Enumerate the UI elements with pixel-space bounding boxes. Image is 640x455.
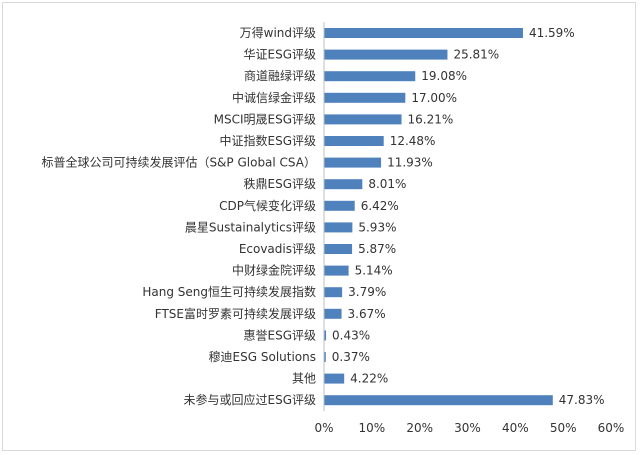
bar — [324, 136, 384, 146]
value-label: 5.93% — [358, 220, 396, 234]
category-label: 中证指数ESG评级 — [220, 133, 317, 148]
bars-group — [324, 28, 553, 406]
value-label: 5.87% — [358, 242, 396, 256]
category-label: 惠誉ESG评级 — [244, 328, 317, 342]
bar — [324, 244, 353, 254]
category-label: Hang Seng恒生可持续发展指数 — [142, 284, 316, 299]
value-label: 5.14% — [355, 264, 393, 278]
value-label: 47.83% — [559, 393, 605, 407]
category-label: FTSE富时罗素可持续发展评级 — [155, 306, 316, 321]
bar — [324, 200, 355, 211]
x-tick-label: 30% — [454, 421, 481, 435]
value-label: 4.22% — [350, 372, 388, 386]
bar — [324, 92, 406, 103]
category-label: 其他 — [292, 372, 316, 386]
x-tick-label: 50% — [550, 421, 577, 435]
value-label: 16.21% — [408, 112, 454, 126]
bar — [324, 49, 448, 60]
bar — [324, 395, 553, 406]
bar — [324, 222, 353, 233]
value-label: 11.93% — [387, 156, 433, 170]
value-label: 12.48% — [390, 134, 436, 148]
category-label: 穆迪ESG Solutions — [209, 349, 316, 364]
x-tick-label: 0% — [314, 421, 333, 435]
category-label: 晨星Sustainalytics评级 — [185, 220, 316, 234]
category-label: 华证ESG评级 — [244, 48, 317, 62]
value-labels-group: 41.59% 25.81% 19.08% 17.00% 16.21% 12.48% 11.9… — [332, 26, 605, 407]
value-label: 3.67% — [348, 307, 386, 321]
x-tick-label: 20% — [406, 421, 433, 435]
bar — [324, 287, 343, 298]
value-label: 25.81% — [453, 48, 499, 62]
category-label: CDP气候变化评级 — [219, 198, 316, 213]
category-label: 秩鼎ESG评级 — [244, 177, 317, 191]
bar — [324, 157, 382, 168]
bar — [324, 28, 523, 38]
value-label: 17.00% — [411, 91, 457, 105]
category-label: 万得wind评级 — [240, 25, 316, 40]
bar — [324, 179, 363, 190]
bar — [324, 265, 349, 276]
x-tick-label: 60% — [598, 421, 625, 435]
category-label: Ecovadis评级 — [239, 242, 316, 256]
value-label: 19.08% — [421, 69, 467, 83]
bar — [324, 308, 342, 319]
chart-frame — [2, 2, 636, 451]
value-label: 0.43% — [332, 328, 370, 342]
category-label: MSCI明晟ESG评级 — [214, 112, 316, 126]
category-label: 中诚信绿金评级 — [232, 90, 316, 105]
value-label: 6.42% — [361, 199, 399, 213]
value-label: 8.01% — [368, 177, 406, 191]
bar — [324, 330, 327, 341]
bar — [324, 114, 402, 125]
category-label: 标普全球公司可持续发展评估（S&P Global CSA） — [41, 155, 316, 170]
category-label: 商道融绿评级 — [244, 68, 316, 83]
bar — [324, 71, 416, 82]
category-label: 中财绿金院评级 — [232, 263, 316, 278]
x-tick-label: 10% — [358, 421, 385, 435]
x-tick-label: 40% — [502, 421, 529, 435]
bar — [324, 352, 326, 362]
bar — [324, 373, 345, 384]
x-tick-labels-group: 0% 10% 20% 30% 40% 50% 60% — [314, 421, 624, 435]
value-label: 0.37% — [332, 350, 370, 364]
value-label: 41.59% — [529, 26, 575, 40]
value-label: 3.79% — [348, 285, 386, 299]
category-label: 未参与或回应过ESG评级 — [184, 392, 317, 407]
